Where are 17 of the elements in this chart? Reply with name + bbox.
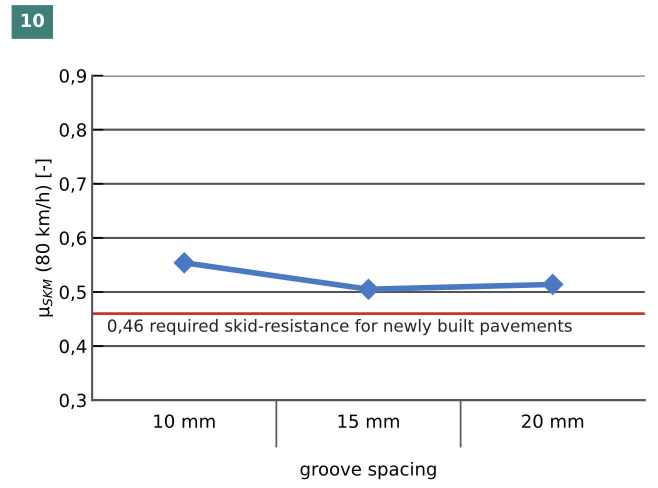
y-tick-label: 0,7 xyxy=(60,177,86,193)
point xyxy=(358,278,379,300)
y-tick-label: 0,4 xyxy=(60,340,86,356)
x-tick-label: 10 mm xyxy=(154,414,215,428)
y-tick-label: 0,6 xyxy=(60,231,86,247)
y-axis-title: μ$_{SKM}$ (80 km/h) [-] xyxy=(35,160,53,316)
y-tick-label: 0,9 xyxy=(60,69,86,85)
text: 10 xyxy=(22,14,44,28)
y-tick-label: 0,5 xyxy=(60,285,86,301)
point xyxy=(174,252,195,274)
y-tick-label: 0,8 xyxy=(60,123,86,139)
point xyxy=(542,274,564,295)
x-tick-label: 20 mm xyxy=(522,414,584,428)
ref-line-label: 0,46 required skid-resistance for newly built pavements xyxy=(108,319,572,336)
y-tick-label: 0,3 xyxy=(60,394,86,410)
x-axis-title: groove spacing xyxy=(300,462,436,480)
x-tick-label: 15 mm xyxy=(338,414,399,428)
